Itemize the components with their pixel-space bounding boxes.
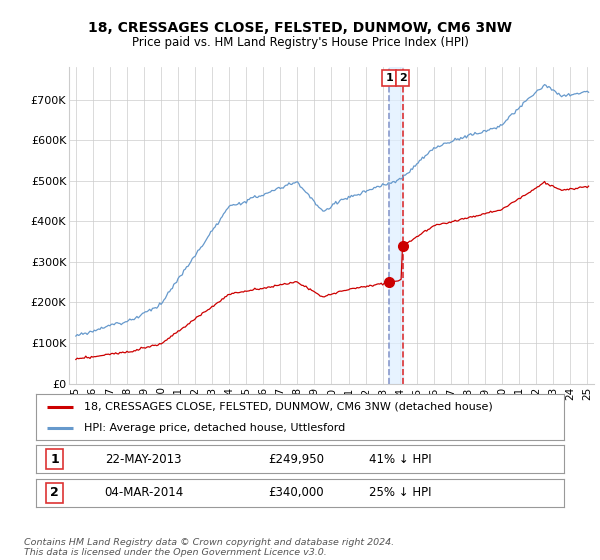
Text: 41% ↓ HPI: 41% ↓ HPI bbox=[368, 452, 431, 466]
Text: 18, CRESSAGES CLOSE, FELSTED, DUNMOW, CM6 3NW: 18, CRESSAGES CLOSE, FELSTED, DUNMOW, CM… bbox=[88, 21, 512, 35]
Text: 22-MAY-2013: 22-MAY-2013 bbox=[104, 452, 181, 466]
Text: 25% ↓ HPI: 25% ↓ HPI bbox=[368, 486, 431, 500]
Text: HPI: Average price, detached house, Uttlesford: HPI: Average price, detached house, Uttl… bbox=[83, 423, 345, 433]
Text: 04-MAR-2014: 04-MAR-2014 bbox=[104, 486, 184, 500]
Bar bbox=[389, 67, 403, 384]
Text: 1: 1 bbox=[385, 73, 393, 83]
Text: £340,000: £340,000 bbox=[268, 486, 324, 500]
Text: 1: 1 bbox=[50, 452, 59, 466]
Text: 18, CRESSAGES CLOSE, FELSTED, DUNMOW, CM6 3NW (detached house): 18, CRESSAGES CLOSE, FELSTED, DUNMOW, CM… bbox=[83, 402, 492, 412]
Text: Price paid vs. HM Land Registry's House Price Index (HPI): Price paid vs. HM Land Registry's House … bbox=[131, 36, 469, 49]
Text: Contains HM Land Registry data © Crown copyright and database right 2024.
This d: Contains HM Land Registry data © Crown c… bbox=[24, 538, 394, 557]
Text: 2: 2 bbox=[50, 486, 59, 500]
Text: £249,950: £249,950 bbox=[268, 452, 325, 466]
Text: 2: 2 bbox=[399, 73, 406, 83]
